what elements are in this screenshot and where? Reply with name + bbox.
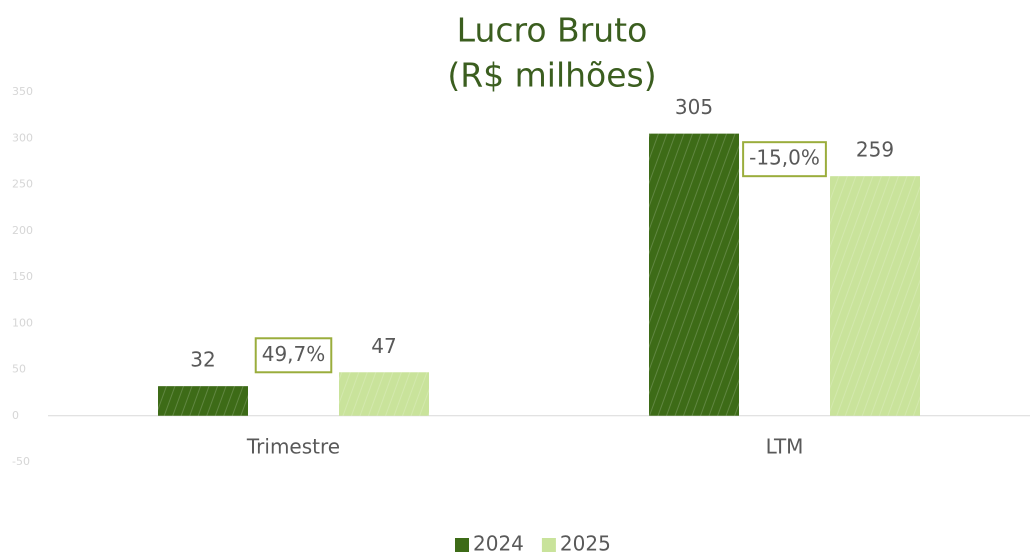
y-tick-label: -50 xyxy=(12,455,30,468)
annotation: -15,0% xyxy=(749,146,820,170)
annotation: 49,7% xyxy=(262,342,326,366)
y-tick-label: 200 xyxy=(12,224,33,237)
bar-texture xyxy=(158,386,248,416)
y-tick-label: 50 xyxy=(12,363,26,376)
legend-swatch xyxy=(541,538,556,552)
y-tick-label: 150 xyxy=(12,270,33,283)
data-label: 32 xyxy=(190,348,215,372)
y-tick-label: 100 xyxy=(12,316,33,329)
bar-texture xyxy=(339,372,429,416)
x-tick-label: Trimestre xyxy=(246,435,340,459)
data-label: 259 xyxy=(856,138,894,162)
x-tick-label: LTM xyxy=(766,435,804,459)
y-tick-label: 300 xyxy=(12,131,33,144)
chart-title: (R$ milhões) xyxy=(447,56,656,95)
legend-swatch xyxy=(455,538,469,552)
bar-texture xyxy=(649,133,739,416)
bar-texture xyxy=(830,176,920,416)
data-label: 47 xyxy=(371,334,396,358)
annotation-box xyxy=(254,337,333,374)
annotation-box xyxy=(742,141,827,178)
y-tick-label: 250 xyxy=(12,178,33,191)
legend-label: 2024 xyxy=(473,532,524,555)
data-label: 305 xyxy=(675,95,713,119)
legend-label: 2025 xyxy=(560,532,611,555)
y-tick-label: 0 xyxy=(12,409,19,422)
chart-title: Lucro Bruto xyxy=(457,11,648,50)
y-tick-label: 350 xyxy=(12,85,33,98)
